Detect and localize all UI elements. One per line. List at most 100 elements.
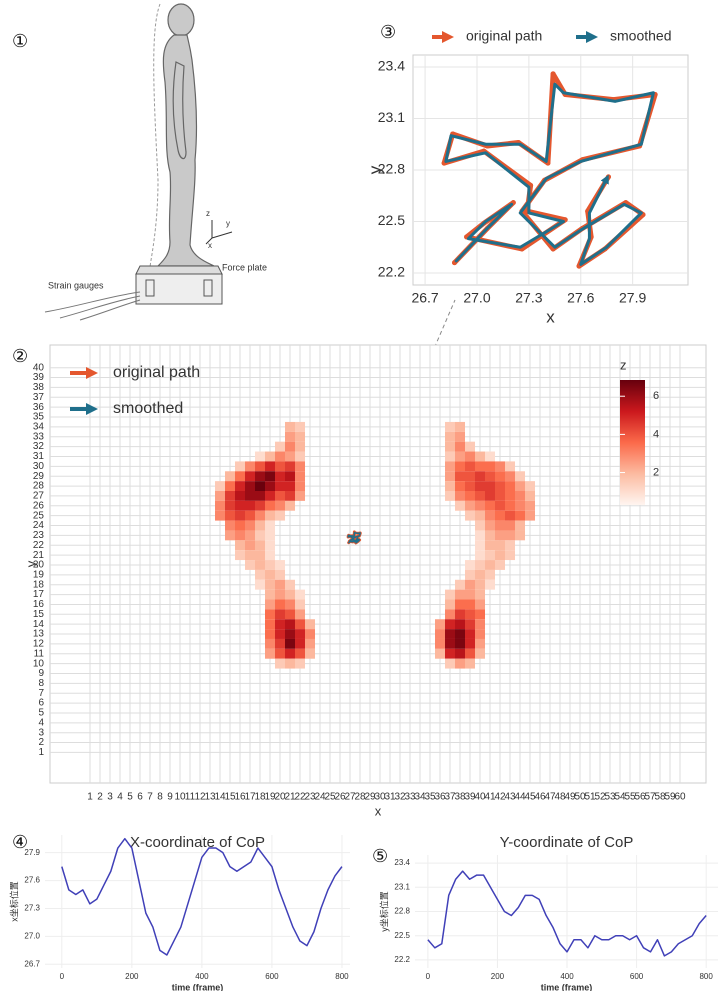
colorbar-tick-label: 6 (653, 390, 659, 402)
legend-label: smoothed (610, 28, 671, 44)
heat-cell (295, 609, 305, 620)
x-tick-label: 200 (491, 972, 505, 981)
y-tick-label: 14 (33, 619, 45, 630)
heat-cell (265, 619, 275, 630)
heat-cell (295, 461, 305, 472)
heat-cell (225, 500, 235, 511)
heat-cell (275, 491, 285, 501)
heat-cell (435, 629, 445, 639)
heat-cell (255, 491, 265, 501)
colorbar-title: z (620, 357, 627, 372)
heat-cell (215, 491, 225, 501)
heat-cell (235, 540, 245, 551)
y-tick-label: 5 (38, 708, 44, 719)
heat-cell (275, 589, 285, 600)
heat-cell (285, 481, 295, 491)
heat-cell (265, 560, 275, 570)
heat-cell (245, 510, 255, 521)
x-tick-label: 9 (167, 792, 173, 803)
heat-cell (245, 500, 255, 511)
y-tick-label: 23.1 (378, 109, 405, 125)
heat-cell (465, 500, 475, 511)
heat-cell (285, 451, 295, 462)
heat-cell (285, 619, 295, 630)
heat-cell (485, 451, 495, 462)
heat-cell (445, 599, 455, 610)
heat-cell (255, 481, 265, 491)
heat-cell (265, 589, 275, 600)
axis-label: x (208, 241, 212, 250)
heat-cell (475, 648, 485, 659)
y-tick-label: 26.7 (24, 959, 40, 968)
y-tick-label: 6 (38, 698, 44, 709)
heat-cell (285, 638, 295, 649)
heat-cell (285, 431, 295, 442)
x-tick-label: 44 (514, 792, 526, 803)
y-tick-label: 34 (33, 422, 45, 433)
heat-cell (475, 471, 485, 482)
y-tick-label: 20 (33, 560, 45, 571)
heat-cell (475, 451, 485, 462)
heat-cell (285, 579, 295, 590)
y-tick-label: 31 (33, 451, 45, 462)
heat-cell (265, 530, 275, 541)
heat-cell (265, 471, 275, 482)
x-tick-label: 23 (304, 792, 316, 803)
heat-cell (235, 520, 245, 531)
x-tick-label: 29 (364, 792, 376, 803)
heat-cell (285, 609, 295, 620)
heat-cell (455, 648, 465, 659)
x-tick-label: 58 (654, 792, 666, 803)
heat-cell (275, 569, 285, 580)
x-tick-label: 600 (630, 972, 644, 981)
heat-cell (235, 491, 245, 501)
panel-label: ① (12, 31, 28, 52)
x-tick-label: 42 (494, 792, 506, 803)
heat-cell (275, 481, 285, 491)
x-tick-label: 0 (426, 972, 431, 981)
heat-cell (445, 431, 455, 442)
x-tick-label: 19 (264, 792, 276, 803)
x-tick-label: 21 (284, 792, 296, 803)
label: Force plate (222, 262, 267, 272)
y-tick-label: 23.4 (378, 58, 405, 74)
heat-cell (475, 520, 485, 531)
heat-cell (245, 471, 255, 482)
heat-cell (255, 471, 265, 482)
x-tick-label: 10 (174, 792, 186, 803)
heat-cell (495, 540, 505, 551)
heat-cell (225, 520, 235, 531)
heat-cell (465, 658, 475, 669)
y-tick-label: 11 (34, 648, 45, 659)
x-tick-label: 57 (644, 792, 656, 803)
heat-cell (445, 658, 455, 669)
heat-cell (445, 441, 455, 452)
heat-cell (245, 560, 255, 570)
y-tick-label: 21 (33, 550, 45, 561)
panel-label: ② (12, 346, 28, 367)
heat-cell (275, 648, 285, 659)
x-tick-label: 35 (424, 792, 436, 803)
heat-cell (455, 461, 465, 472)
heat-cell (215, 481, 225, 491)
x-tick-label: 56 (634, 792, 646, 803)
x-tick-label: 4 (117, 792, 123, 803)
heat-cell (445, 648, 455, 659)
heat-cell (295, 421, 305, 432)
heat-cell (275, 441, 285, 452)
heat-cell (245, 550, 255, 561)
chart-title: X-coordinate of CoP (130, 834, 265, 851)
x-tick-label: 16 (234, 792, 246, 803)
x-axis-title: x (546, 307, 555, 326)
heat-cell (465, 599, 475, 610)
x-tick-label: 51 (584, 792, 596, 803)
heat-cell (515, 510, 525, 521)
heat-cell (265, 510, 275, 521)
y-axis-title: y (23, 560, 38, 567)
heat-cell (265, 569, 275, 580)
heat-cell (455, 500, 465, 511)
heat-cell (295, 471, 305, 482)
heat-cell (465, 471, 475, 482)
colorbar-tick-label: 4 (653, 428, 659, 440)
